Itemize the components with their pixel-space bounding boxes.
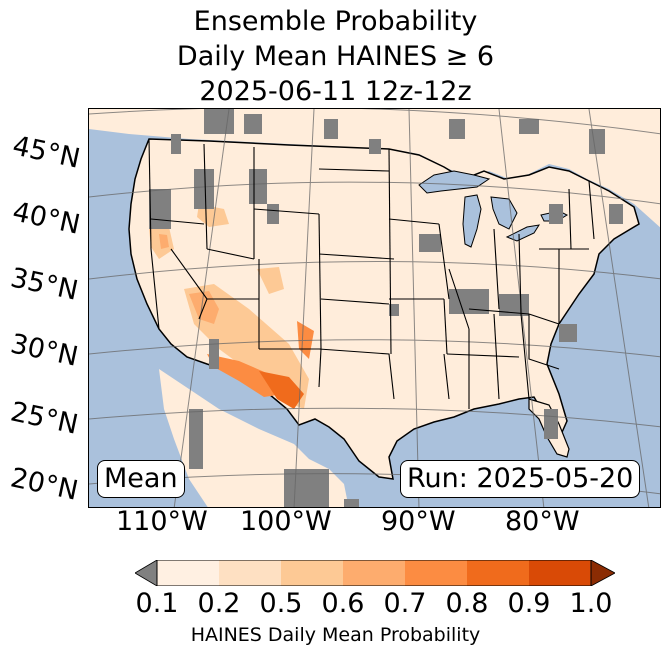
lat-label-45: 45°N: [9, 130, 83, 175]
lon-label-100: 100°W: [240, 506, 332, 537]
lat-label-30: 30°N: [7, 328, 81, 373]
colorbar-tick-0: 0.1: [135, 588, 179, 619]
lat-label-35: 35°N: [7, 262, 81, 307]
colorbar-tick-3: 0.6: [321, 588, 365, 619]
title-line-3: 2025-06-11 12z-12z: [199, 76, 472, 107]
colorbar-over-triangle: [590, 560, 615, 586]
colorbar-tick-7: 1.0: [569, 588, 613, 619]
title-line-1: Ensemble Probability: [193, 6, 478, 37]
colorbar-tick-1: 0.2: [197, 588, 241, 619]
state-borders: [148, 138, 595, 409]
lake-erie: [505, 224, 541, 242]
lat-label-25: 25°N: [7, 396, 81, 441]
lake-michigan: [462, 194, 482, 248]
colorbar-bin-7: [529, 560, 591, 586]
lake-superior: [418, 170, 491, 194]
colorbar-bin-3: [281, 560, 343, 586]
colorbar-tick-4: 0.7: [383, 588, 427, 619]
colorbar-bin-2: [219, 560, 281, 586]
colorbar-bin-6: [467, 560, 529, 586]
colorbar-label: HAINES Daily Mean Probability: [190, 624, 481, 646]
map-canvas: [89, 109, 660, 507]
colorbar-bin-1: [157, 560, 219, 586]
stat-label-box: Mean: [97, 460, 185, 498]
lon-label-110: 110°W: [116, 506, 208, 537]
run-date-box: Run: 2025-05-20: [400, 460, 641, 498]
lat-label-40: 40°N: [9, 196, 83, 241]
colorbar: [135, 560, 615, 586]
colorbar-tick-6: 0.9: [507, 588, 551, 619]
probability-map: [88, 108, 661, 508]
lon-label-80: 80°W: [505, 506, 580, 537]
title-line-2: Daily Mean HAINES ≥ 6: [176, 41, 495, 72]
colorbar-bin-4: [343, 560, 405, 586]
lon-label-90: 90°W: [381, 506, 456, 537]
colorbar-bin-5: [405, 560, 467, 586]
colorbar-frame: [156, 560, 592, 586]
colorbar-tick-5: 0.8: [445, 588, 489, 619]
colorbar-under-triangle: [135, 560, 158, 586]
canada-land: [89, 109, 660, 228]
colorbar-tick-2: 0.5: [259, 588, 303, 619]
lat-label-20: 20°N: [7, 462, 81, 507]
